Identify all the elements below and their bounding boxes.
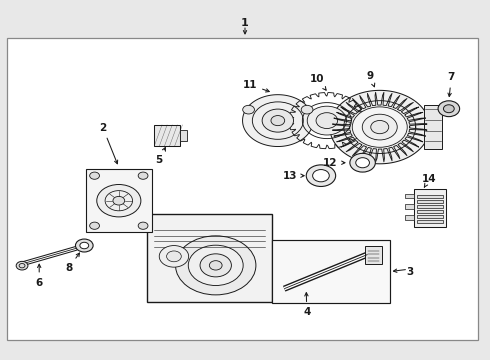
Circle shape <box>90 222 99 229</box>
Text: 4: 4 <box>303 293 311 317</box>
Circle shape <box>352 107 407 147</box>
Bar <box>180 130 187 141</box>
Circle shape <box>313 170 329 182</box>
Bar <box>416 200 443 203</box>
Circle shape <box>356 158 369 168</box>
Circle shape <box>105 191 132 211</box>
Circle shape <box>97 185 141 217</box>
Bar <box>416 205 443 208</box>
Polygon shape <box>330 90 430 164</box>
Text: 2: 2 <box>99 123 118 164</box>
Text: 5: 5 <box>156 148 166 165</box>
Bar <box>416 210 443 213</box>
Polygon shape <box>243 95 313 147</box>
Circle shape <box>188 245 243 285</box>
Text: 10: 10 <box>310 74 326 90</box>
Circle shape <box>443 105 454 113</box>
Circle shape <box>175 236 256 295</box>
Circle shape <box>167 251 181 262</box>
Bar <box>414 189 446 227</box>
Circle shape <box>271 116 285 126</box>
Text: 8: 8 <box>65 253 79 273</box>
Text: 14: 14 <box>422 174 437 187</box>
Bar <box>405 215 414 220</box>
Circle shape <box>138 172 148 179</box>
Text: 1: 1 <box>241 18 249 28</box>
Bar <box>7 38 478 340</box>
Circle shape <box>16 261 28 270</box>
Bar <box>147 214 272 302</box>
Circle shape <box>113 197 124 205</box>
Bar <box>365 246 382 264</box>
Circle shape <box>200 254 231 277</box>
Circle shape <box>75 239 93 252</box>
Polygon shape <box>424 105 442 149</box>
Circle shape <box>159 246 189 267</box>
Bar <box>405 204 414 209</box>
Circle shape <box>307 106 346 135</box>
Bar <box>416 195 443 198</box>
Text: 11: 11 <box>243 80 269 92</box>
Circle shape <box>438 101 460 117</box>
Bar <box>86 169 152 232</box>
Circle shape <box>362 114 397 140</box>
Circle shape <box>306 165 336 186</box>
Text: 3: 3 <box>406 267 413 277</box>
Bar <box>272 240 390 303</box>
Circle shape <box>301 105 313 114</box>
Circle shape <box>243 105 254 114</box>
Text: 13: 13 <box>282 171 297 181</box>
Bar <box>416 215 443 218</box>
Bar <box>405 194 414 198</box>
Bar <box>154 125 180 146</box>
Circle shape <box>316 113 338 129</box>
Circle shape <box>209 261 222 270</box>
Circle shape <box>90 172 99 179</box>
Circle shape <box>371 121 389 134</box>
Text: 6: 6 <box>36 264 43 288</box>
Text: 7: 7 <box>447 72 455 96</box>
Text: 12: 12 <box>323 158 338 168</box>
Circle shape <box>80 242 89 249</box>
Circle shape <box>350 153 375 172</box>
Bar <box>416 220 443 223</box>
Circle shape <box>262 109 294 132</box>
Text: 9: 9 <box>367 71 375 87</box>
Circle shape <box>138 222 148 229</box>
